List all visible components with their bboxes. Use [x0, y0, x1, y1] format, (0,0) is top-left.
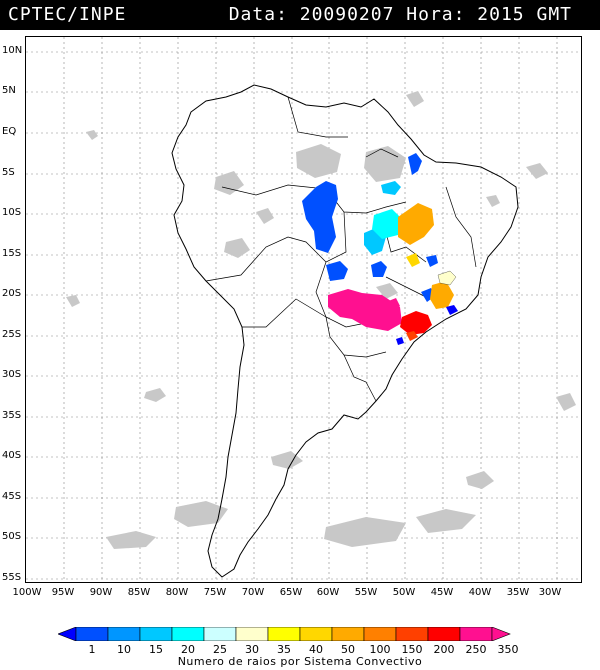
- legend-tick-350: 350: [497, 643, 519, 656]
- legend-tick-10: 10: [117, 643, 131, 656]
- colorbar-swatch: [139, 627, 173, 641]
- colorbar-swatch: [75, 627, 109, 641]
- lat-label-30s: 30S: [2, 369, 22, 380]
- lon-label-40w: 40W: [468, 587, 492, 598]
- colorbar-swatch: [107, 627, 141, 641]
- map-panel: [25, 36, 582, 583]
- colorbar-swatch: [459, 627, 493, 641]
- lat-label-45s: 45S: [2, 491, 22, 502]
- lat-label-40s: 40S: [2, 450, 22, 461]
- lon-label-30w: 30W: [538, 587, 562, 598]
- lon-label-55w: 55W: [354, 587, 378, 598]
- legend-tick-50: 50: [341, 643, 355, 656]
- colorbar-swatch: [395, 627, 429, 641]
- legend-tick-25: 25: [213, 643, 227, 656]
- lat-label-25s: 25S: [2, 329, 22, 340]
- colorbar-swatch: [299, 627, 333, 641]
- lat-label-35s: 35S: [2, 410, 22, 421]
- coastlines: [171, 84, 519, 578]
- colorbar-swatch: [427, 627, 461, 641]
- lon-label-65w: 65W: [279, 587, 303, 598]
- graticule: [26, 37, 581, 582]
- lon-label-35w: 35W: [506, 587, 530, 598]
- datetime-title: Data: 20090207 Hora: 2015 GMT: [228, 4, 572, 25]
- colorbar-swatch: [267, 627, 301, 641]
- org-title: CPTEC/INPE: [8, 4, 127, 25]
- lon-label-95w: 95W: [51, 587, 75, 598]
- lat-label-5s: 5S: [2, 167, 15, 178]
- colorbar-arrow-left: [58, 627, 77, 641]
- colorbar-swatch: [363, 627, 397, 641]
- lon-label-75w: 75W: [203, 587, 227, 598]
- lat-label-55s: 55S: [2, 572, 22, 583]
- legend-tick-35: 35: [277, 643, 291, 656]
- legend-tick-250: 250: [465, 643, 487, 656]
- lat-label-15s: 15S: [2, 248, 22, 259]
- lat-label-eq: EQ: [2, 126, 17, 137]
- lightning-map: [26, 37, 581, 582]
- lon-label-85w: 85W: [127, 587, 151, 598]
- colorbar-arrow-right: [491, 627, 511, 641]
- lon-label-45w: 45W: [430, 587, 454, 598]
- lat-label-50s: 50S: [2, 531, 22, 542]
- legend-tick-15: 15: [149, 643, 163, 656]
- lightning-clusters: [302, 153, 458, 345]
- cloud-cover: [66, 91, 576, 549]
- lon-label-70w: 70W: [241, 587, 265, 598]
- colorbar-swatch: [171, 627, 205, 641]
- title-bar: CPTEC/INPE Data: 20090207 Hora: 2015 GMT: [0, 0, 600, 30]
- legend-tick-200: 200: [433, 643, 455, 656]
- lon-label-60w: 60W: [316, 587, 340, 598]
- legend-tick-1: 1: [88, 643, 96, 656]
- colorbar-swatch: [331, 627, 365, 641]
- legend-tick-40: 40: [309, 643, 323, 656]
- lon-label-90w: 90W: [89, 587, 113, 598]
- lon-label-80w: 80W: [165, 587, 189, 598]
- colorbar-swatch: [235, 627, 269, 641]
- lon-label-50w: 50W: [392, 587, 416, 598]
- lat-label-20s: 20S: [2, 288, 22, 299]
- legend-tick-100: 100: [369, 643, 391, 656]
- legend-title: Numero de raios por Sistema Convectivo: [177, 655, 423, 668]
- lat-label-5n: 5N: [2, 85, 16, 96]
- legend-tick-150: 150: [401, 643, 423, 656]
- colorbar: [58, 627, 511, 641]
- legend-tick-30: 30: [245, 643, 259, 656]
- lat-label-10n: 10N: [2, 45, 23, 56]
- colorbar-swatch: [203, 627, 237, 641]
- lon-label-100w: 100W: [12, 587, 42, 598]
- lat-label-10s: 10S: [2, 207, 22, 218]
- legend-tick-20: 20: [181, 643, 195, 656]
